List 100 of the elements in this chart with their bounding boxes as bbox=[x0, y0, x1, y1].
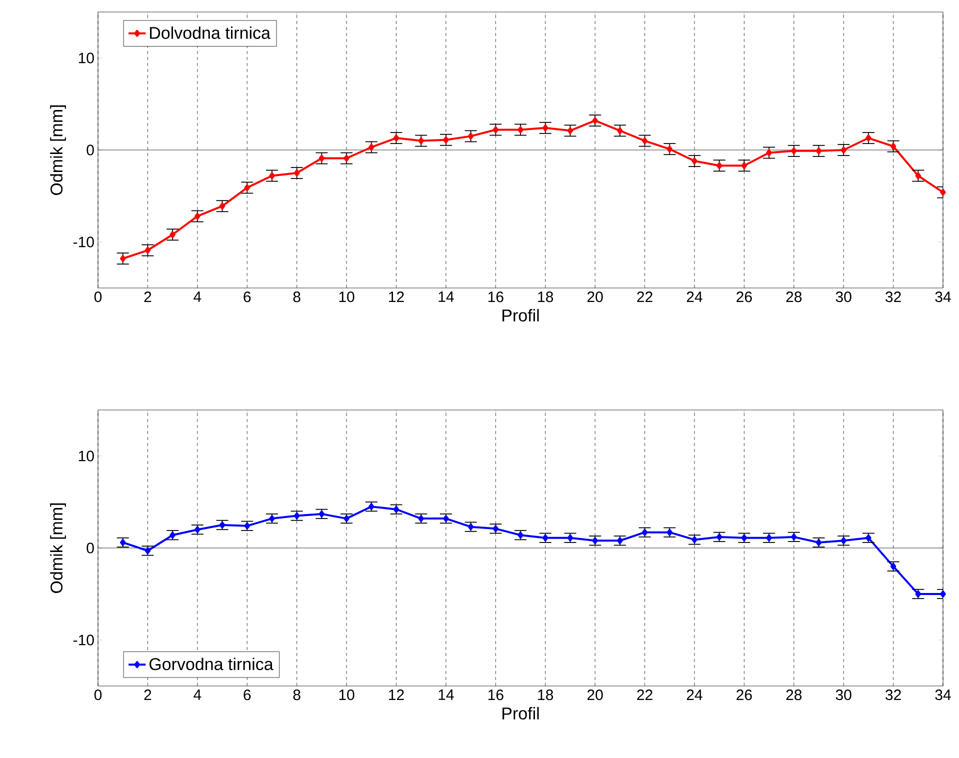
point bbox=[518, 126, 524, 134]
point bbox=[194, 526, 200, 534]
point bbox=[642, 528, 648, 536]
x-tick-label: 20 bbox=[587, 292, 603, 302]
point bbox=[592, 117, 598, 124]
point bbox=[915, 172, 922, 180]
point bbox=[766, 534, 772, 542]
point bbox=[120, 255, 126, 262]
point bbox=[170, 231, 176, 238]
point bbox=[940, 188, 946, 196]
y-tick-label: 0 bbox=[86, 144, 94, 156]
x-tick-label: 22 bbox=[637, 292, 652, 302]
x-tick-label: 8 bbox=[293, 292, 300, 302]
point bbox=[692, 158, 698, 165]
x-tick-label: 18 bbox=[538, 690, 554, 700]
point bbox=[542, 534, 548, 542]
point bbox=[542, 124, 548, 132]
point bbox=[318, 154, 325, 162]
x-tick-label: 34 bbox=[935, 292, 951, 302]
y-tick-label: -10 bbox=[73, 236, 94, 248]
x-tick-label: 34 bbox=[935, 690, 951, 700]
x-tick-label: 26 bbox=[736, 690, 752, 700]
point bbox=[692, 536, 698, 544]
point bbox=[741, 162, 748, 170]
point bbox=[642, 137, 648, 144]
x-tick-label: 30 bbox=[836, 690, 852, 700]
point bbox=[468, 132, 474, 140]
y-axis-title: Odmik [mm] bbox=[50, 503, 66, 593]
x-tick-label: 32 bbox=[886, 690, 901, 700]
point bbox=[344, 515, 350, 522]
point bbox=[518, 532, 524, 539]
x-tick-label: 0 bbox=[94, 690, 102, 700]
x-tick-label: 22 bbox=[637, 690, 652, 700]
x-tick-label: 6 bbox=[244, 292, 251, 302]
x-tick-label: 6 bbox=[244, 690, 251, 700]
point bbox=[592, 537, 598, 544]
point bbox=[443, 136, 449, 144]
point bbox=[816, 538, 822, 546]
point bbox=[294, 512, 300, 520]
point bbox=[666, 146, 672, 153]
y-tick-label: 10 bbox=[78, 450, 94, 462]
x-axis-title: Profil bbox=[502, 707, 539, 720]
point bbox=[890, 562, 896, 570]
x-tick-label: 4 bbox=[194, 690, 202, 700]
x-tick-label: 8 bbox=[293, 690, 300, 700]
x-tick-label: 24 bbox=[686, 292, 702, 302]
point bbox=[368, 144, 374, 151]
x-tick-label: 18 bbox=[538, 292, 554, 302]
point bbox=[219, 521, 226, 528]
x-tick-label: 16 bbox=[488, 292, 504, 302]
x-tick-label: 4 bbox=[194, 292, 202, 302]
point bbox=[866, 534, 872, 542]
point bbox=[567, 127, 574, 134]
point bbox=[716, 162, 722, 170]
x-tick-label: 32 bbox=[886, 292, 901, 302]
point bbox=[170, 532, 176, 539]
point bbox=[766, 149, 772, 156]
point bbox=[219, 202, 226, 210]
x-axis-title: Profil bbox=[502, 309, 539, 322]
x-tick-label: 16 bbox=[488, 690, 504, 700]
point bbox=[791, 533, 797, 540]
x-tick-label: 10 bbox=[339, 690, 354, 700]
y-tick-label: 10 bbox=[78, 52, 94, 64]
point bbox=[393, 506, 400, 513]
x-tick-label: 10 bbox=[339, 292, 354, 302]
point bbox=[393, 134, 400, 142]
point bbox=[244, 184, 250, 192]
point bbox=[840, 537, 846, 544]
y-axis-title: Odmik [mm] bbox=[50, 105, 66, 195]
point bbox=[144, 246, 151, 254]
point bbox=[269, 515, 275, 522]
point bbox=[418, 515, 424, 522]
point bbox=[866, 134, 872, 142]
point bbox=[840, 146, 846, 154]
legend-label: Dolvodna tirnica bbox=[150, 26, 270, 39]
point bbox=[617, 537, 623, 544]
point bbox=[194, 212, 200, 220]
point bbox=[244, 522, 250, 530]
point bbox=[791, 147, 797, 154]
point bbox=[418, 137, 424, 144]
x-tick-label: 2 bbox=[144, 690, 152, 700]
point bbox=[318, 510, 325, 518]
point bbox=[567, 534, 574, 542]
x-tick-label: 20 bbox=[587, 690, 603, 700]
point bbox=[368, 503, 374, 510]
point bbox=[492, 126, 499, 134]
x-tick-label: 12 bbox=[389, 690, 404, 700]
x-tick-label: 28 bbox=[786, 292, 802, 302]
point bbox=[716, 533, 722, 540]
point bbox=[120, 538, 126, 546]
point bbox=[344, 154, 350, 162]
point bbox=[940, 590, 946, 598]
x-tick-label: 26 bbox=[736, 292, 752, 302]
point bbox=[741, 534, 748, 542]
x-tick-label: 14 bbox=[438, 690, 454, 700]
point bbox=[666, 528, 672, 536]
x-tick-label: 0 bbox=[94, 292, 102, 302]
point bbox=[816, 147, 822, 154]
x-tick-label: 14 bbox=[438, 292, 454, 302]
x-tick-label: 30 bbox=[836, 292, 852, 302]
